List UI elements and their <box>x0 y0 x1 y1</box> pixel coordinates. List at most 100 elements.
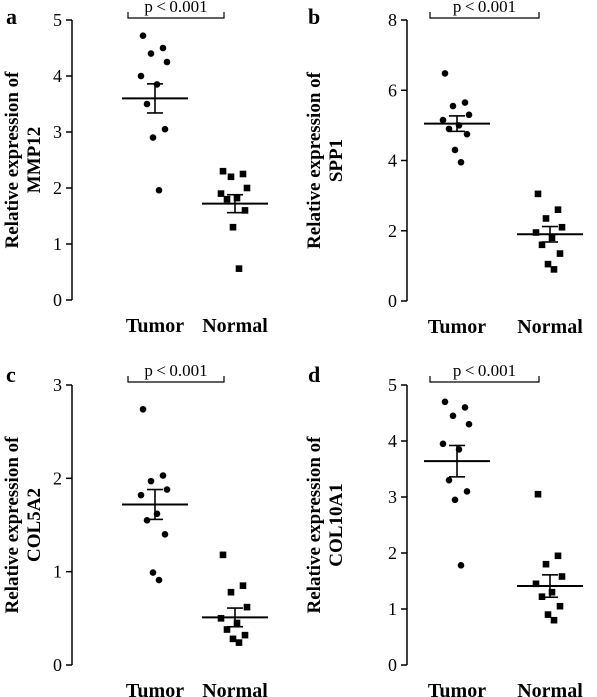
data-point-tumor <box>465 111 473 119</box>
y-tick-label: 5 <box>388 375 397 395</box>
significance-bracket <box>127 12 225 19</box>
significance-label: p < 0.001 <box>453 0 516 16</box>
y-axis-label-line: MMP12 <box>24 127 45 193</box>
data-point-normal <box>556 602 564 610</box>
data-point-normal <box>558 573 566 580</box>
data-point-tumor <box>465 420 473 428</box>
significance-label: p < 0.001 <box>144 361 207 380</box>
data-point-normal <box>542 560 550 568</box>
significance-bracket <box>429 376 540 383</box>
data-point-tumor <box>139 405 147 413</box>
panel-b: b Relative expression ofSPP1 0 2 4 6 8 Tumor Nor… <box>304 0 583 338</box>
data-point-tumor <box>147 477 155 485</box>
y-axis-label: Relative expression ofCOL5A2 <box>2 436 45 614</box>
y-tick-label: 5 <box>53 10 62 30</box>
y-tick-label: 2 <box>53 468 62 488</box>
data-point-normal <box>223 626 231 633</box>
data-point-normal <box>227 588 235 596</box>
data-point-normal <box>229 635 237 643</box>
y-axis-label-line: COL5A2 <box>24 488 45 562</box>
data-point-normal <box>542 215 550 222</box>
data-point-normal <box>532 229 540 236</box>
data-point-tumor <box>439 440 447 448</box>
y-tick-label: 3 <box>53 375 62 395</box>
y-tick-label: 4 <box>388 151 397 171</box>
panel-letter: a <box>6 4 17 29</box>
data-point-normal <box>219 167 227 175</box>
data-point-normal <box>554 552 562 560</box>
data-point-normal <box>534 490 542 498</box>
data-point-tumor <box>147 50 155 57</box>
y-axis-label-line: Relative expression of <box>2 71 23 249</box>
data-point-tumor <box>139 32 147 39</box>
y-axis-label: Relative expression ofCOL10A1 <box>304 436 347 614</box>
category-label-tumor: Tumor <box>428 316 486 338</box>
y-tick-label: 1 <box>388 599 397 619</box>
data-point-tumor <box>159 472 167 479</box>
data-point-normal <box>550 266 558 273</box>
data-point-tumor <box>161 531 169 538</box>
data-point-tumor <box>451 146 459 154</box>
data-point-normal <box>239 582 247 589</box>
data-point-normal <box>538 241 546 249</box>
data-point-tumor <box>159 44 167 52</box>
data-point-tumor <box>441 398 449 406</box>
data-point-tumor <box>445 125 453 133</box>
data-point-normal <box>241 631 249 639</box>
data-point-normal <box>548 234 556 242</box>
data-point-tumor <box>137 491 145 499</box>
y-axis-label-line: Relative expression of <box>304 436 325 614</box>
data-point-normal <box>544 260 552 268</box>
y-tick-label: 3 <box>53 122 62 142</box>
data-point-tumor <box>163 486 171 493</box>
significance-bracket <box>429 12 540 19</box>
category-label-normal: Normal <box>517 680 583 697</box>
data-point-tumor <box>451 496 459 504</box>
y-tick-label: 0 <box>388 291 397 311</box>
category-label-tumor: Tumor <box>126 680 184 697</box>
y-tick-label: 0 <box>53 655 62 675</box>
panel-letter: d <box>308 362 320 387</box>
y-tick-label: 2 <box>53 178 62 198</box>
data-point-tumor <box>155 576 163 584</box>
data-point-tumor <box>143 517 151 524</box>
data-point-tumor <box>143 100 151 108</box>
y-tick-label: 8 <box>388 10 397 30</box>
data-point-tumor <box>463 130 471 138</box>
data-point-normal <box>544 611 552 618</box>
data-point-normal <box>532 580 540 588</box>
category-label-normal: Normal <box>202 315 268 337</box>
y-tick-label: 2 <box>388 221 397 241</box>
y-tick-label: 0 <box>388 655 397 675</box>
data-point-normal <box>227 173 235 181</box>
data-point-normal <box>243 603 251 611</box>
y-tick-label: 2 <box>388 543 397 563</box>
data-point-tumor <box>457 562 465 569</box>
data-point-normal <box>241 207 249 214</box>
data-point-tumor <box>155 186 163 194</box>
y-tick-label: 3 <box>388 487 397 507</box>
data-point-normal <box>558 223 566 231</box>
significance-label: p < 0.001 <box>144 0 207 16</box>
data-point-normal <box>554 206 562 213</box>
y-tick-label: 1 <box>53 562 62 582</box>
category-label-tumor: Tumor <box>126 315 184 337</box>
y-axis-label: Relative expression ofSPP1 <box>304 71 347 249</box>
data-point-normal <box>235 639 243 646</box>
significance-bracket <box>127 376 225 383</box>
data-point-normal <box>219 551 227 559</box>
panel-letter: b <box>308 4 320 29</box>
data-point-tumor <box>149 134 157 141</box>
data-point-tumor <box>449 102 457 110</box>
data-point-tumor <box>445 476 453 484</box>
y-tick-label: 0 <box>53 290 62 310</box>
y-tick-label: 1 <box>53 234 62 254</box>
data-point-normal <box>233 619 241 627</box>
panel-d: d Relative expression ofCOL10A1 0 1 2 3 4 5 Tumo… <box>304 361 583 697</box>
category-label-normal: Normal <box>202 680 268 697</box>
panel-c: c Relative expression ofCOL5A2 0 1 2 3 Tumor No… <box>2 361 268 697</box>
data-point-normal <box>550 616 558 624</box>
data-point-tumor <box>449 412 457 420</box>
data-point-normal <box>548 588 556 596</box>
data-point-normal <box>556 250 564 257</box>
